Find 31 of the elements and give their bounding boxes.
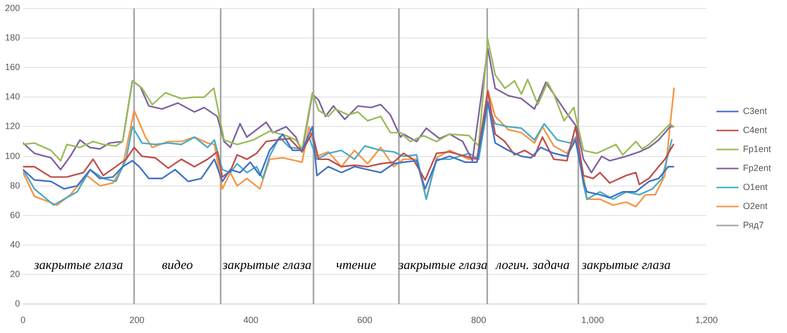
annotation: чтение — [336, 257, 376, 272]
y-tick-label: 40 — [10, 240, 20, 250]
y-tick-label: 160 — [4, 62, 20, 72]
annotation: логич. задача — [494, 257, 570, 272]
y-tick-label: 60 — [10, 210, 20, 220]
y-tick-label: 140 — [4, 92, 20, 102]
x-tick-label: 600 — [357, 315, 372, 326]
x-tick-label: 200 — [129, 315, 144, 326]
y-tick-label: 80 — [10, 180, 20, 190]
annotation: закрытые глаза — [33, 257, 124, 272]
legend-label: C3ent — [742, 106, 768, 116]
legend-label: Fp1ent — [742, 144, 772, 154]
y-tick-label: 100 — [4, 150, 20, 161]
y-tick-label: 200 — [4, 2, 20, 13]
annotation: закрытые глаза — [222, 257, 312, 272]
y-tick-label: 20 — [10, 269, 20, 280]
annotation: видео — [162, 257, 194, 272]
y-tick-label: 120 — [4, 121, 20, 132]
legend-label: O2ent — [742, 200, 768, 211]
legend-label: O1ent — [742, 182, 768, 192]
legend-label: Fp2ent — [742, 162, 772, 173]
annotation: закрытые глаза — [580, 257, 672, 272]
y-tick-label: 0 — [15, 298, 20, 309]
legend-label: Ряд7 — [742, 220, 764, 230]
legend-label: C4ent — [742, 124, 768, 135]
x-tick-label: 400 — [243, 315, 258, 326]
x-tick-label: 1,200 — [695, 315, 718, 326]
x-tick-label: 1,000 — [581, 315, 604, 326]
annotation: закрытые глаза — [398, 257, 488, 272]
y-tick-label: 180 — [4, 32, 20, 42]
x-tick-label: 800 — [471, 315, 486, 326]
